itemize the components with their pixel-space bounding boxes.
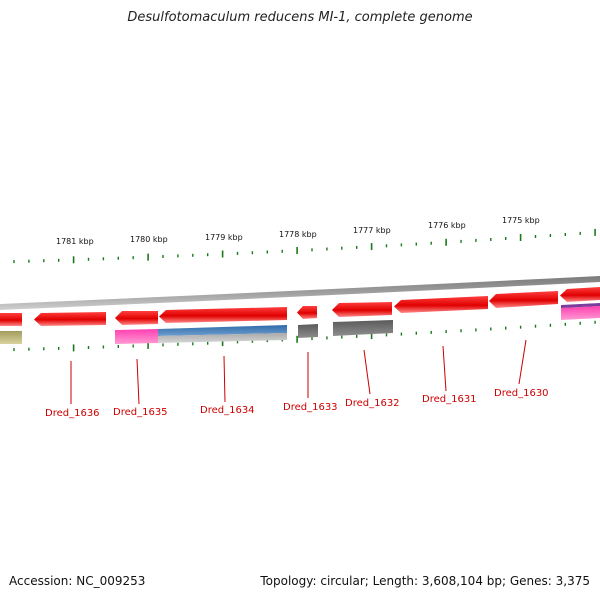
gene-leader-line xyxy=(442,345,447,392)
gene-arrow[interactable] xyxy=(34,312,106,326)
lower-tick-marks xyxy=(13,320,596,352)
genome-backbone xyxy=(0,276,600,310)
tick-label: 1775 kbp xyxy=(502,216,540,225)
gene-arrow[interactable] xyxy=(115,311,158,325)
gene-arrow[interactable] xyxy=(159,307,287,323)
feature-bar-purple xyxy=(561,303,600,308)
gene-leader-line xyxy=(518,339,527,385)
gene-label[interactable]: Dred_1635 xyxy=(113,407,168,418)
gene-label[interactable]: Dred_1636 xyxy=(45,408,100,419)
tick-label: 1777 kbp xyxy=(353,226,391,235)
gene-label[interactable]: Dred_1634 xyxy=(200,405,255,416)
feature-bar-gray[interactable] xyxy=(333,320,393,336)
gene-leader-line xyxy=(223,355,226,403)
feature-bar-olive[interactable] xyxy=(0,331,22,344)
tick-label: 1778 kbp xyxy=(279,230,317,239)
feature-bar-gray[interactable] xyxy=(298,324,318,338)
gene-arrow[interactable] xyxy=(560,287,600,302)
feature-bar-blue[interactable] xyxy=(158,325,287,336)
tick-label: 1776 kbp xyxy=(428,221,466,230)
genome-summary-text: Topology: circular; Length: 3,608,104 bp… xyxy=(260,574,590,588)
gene-arrow[interactable] xyxy=(394,296,488,313)
gene-label[interactable]: Dred_1630 xyxy=(494,388,549,399)
gene-arrow[interactable] xyxy=(332,302,392,317)
gene-arrow[interactable] xyxy=(297,306,317,319)
gene-arrow[interactable] xyxy=(0,313,22,326)
accession-text: Accession: NC_009253 xyxy=(9,574,146,588)
genome-title: Desulfotomaculum reducens MI-1, complete… xyxy=(127,10,473,25)
feature-bar-magenta[interactable] xyxy=(115,329,158,344)
gene-label[interactable]: Dred_1632 xyxy=(345,398,400,409)
gene-arrow[interactable] xyxy=(489,291,558,308)
gene-label[interactable]: Dred_1633 xyxy=(283,402,338,413)
gene-leader-line xyxy=(136,358,140,405)
upper-tick-marks xyxy=(13,228,596,264)
gene-label[interactable]: Dred_1631 xyxy=(422,394,477,405)
tick-label: 1779 kbp xyxy=(205,233,243,242)
feature-bar-magenta[interactable] xyxy=(561,306,600,320)
tick-label: 1780 kbp xyxy=(130,235,168,244)
gene-leader-line xyxy=(363,349,371,395)
feature-bar-lightgray[interactable] xyxy=(158,333,287,343)
tick-label: 1781 kbp xyxy=(56,237,94,246)
